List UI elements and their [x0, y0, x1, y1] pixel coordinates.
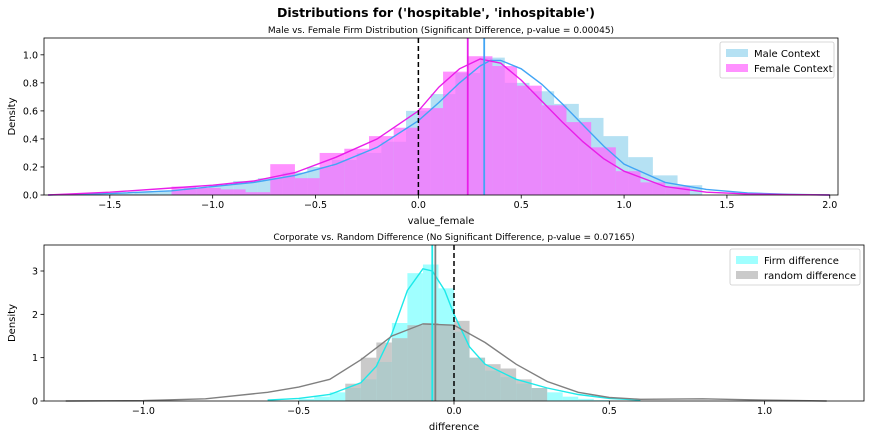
hist-bar: [220, 189, 246, 195]
hist-bar: [298, 398, 315, 401]
hist-bar: [329, 392, 346, 401]
x-tick-label: 1.5: [719, 200, 734, 211]
hist-bar: [615, 171, 641, 195]
hist-bar: [171, 186, 197, 195]
hist-bar: [369, 136, 394, 195]
x-tick-label: −1.0: [132, 406, 155, 417]
x-tick-label: −1.5: [98, 200, 121, 211]
hist-bar: [245, 192, 271, 195]
hist-bar: [393, 127, 419, 195]
figure-title: Distributions for ('hospitable', 'inhosp…: [277, 5, 595, 20]
hist-bar: [391, 338, 408, 401]
kde-curve-1: [48, 58, 830, 196]
hist-bar: [547, 392, 563, 401]
hist-bar: [492, 66, 518, 196]
hist-bar: [438, 325, 454, 401]
x-tick-label: 0.5: [602, 406, 617, 417]
hist-bar: [541, 105, 567, 195]
hist-bar: [531, 388, 548, 401]
hist-bar: [665, 186, 690, 195]
hist-bar: [516, 379, 532, 401]
kde-curve-0: [267, 268, 641, 401]
hist-bar: [562, 396, 579, 401]
y-axis-label: Density: [7, 97, 18, 135]
hist-bar: [591, 147, 616, 195]
y-tick-label: 0: [32, 397, 38, 408]
x-tick-label: 1.0: [757, 406, 772, 417]
y-tick-label: 1.0: [23, 50, 38, 61]
hist-bar: [640, 182, 666, 195]
legend-swatch: [736, 256, 758, 264]
hist-bar: [345, 383, 361, 401]
hist-bar: [485, 364, 501, 401]
legend: Male Context Female Context: [719, 41, 835, 79]
legend-swatch: [736, 271, 758, 279]
hist-bar: [134, 192, 160, 195]
x-tick-label: −0.5: [304, 200, 327, 211]
x-tick-label: 1.0: [617, 200, 632, 211]
x-tick-label: 0.5: [514, 200, 529, 211]
y-tick-label: 0.8: [23, 78, 38, 89]
series-bars-1: [171, 56, 690, 196]
hist-bar: [517, 85, 542, 195]
hist-bar: [196, 187, 221, 195]
legend: Firm difference random difference: [729, 248, 861, 286]
hist-bar: [109, 193, 135, 195]
hist-bar: [467, 56, 493, 196]
legend-label: Female Context: [754, 64, 833, 75]
legend-box: [729, 248, 861, 286]
y-tick-label: 0.4: [23, 134, 38, 145]
hist-bar: [314, 396, 330, 401]
chart-panel-top: Male vs. Female Firm Distribution (Signi…: [7, 26, 839, 227]
hist-bar: [418, 108, 444, 195]
series-bars-1: [345, 320, 548, 401]
legend-label: Male Context: [754, 49, 820, 60]
x-tick-label: −1.0: [201, 200, 224, 211]
hist-bar: [566, 122, 592, 195]
legend-swatch: [726, 64, 748, 72]
y-tick-label: 1: [32, 353, 38, 364]
x-axis-label: difference: [429, 422, 479, 433]
chart-panel-bottom: Corporate vs. Random Difference (No Sign…: [7, 233, 865, 433]
y-tick-label: 0.0: [23, 191, 38, 202]
hist-bar: [294, 178, 320, 195]
hist-bar: [360, 357, 377, 401]
y-axis-label: Density: [7, 304, 18, 342]
chart-title: Male vs. Female Firm Distribution (Signi…: [268, 26, 614, 36]
legend-box: [719, 41, 835, 79]
hist-bar: [407, 325, 423, 401]
axes-frame: [43, 37, 839, 196]
y-tick-label: 0.2: [23, 162, 38, 173]
hist-bar: [593, 400, 610, 401]
hist-bar: [454, 320, 470, 401]
legend-label: random difference: [764, 271, 856, 282]
y-tick-label: 2: [32, 310, 38, 321]
x-tick-label: 0.0: [411, 200, 426, 211]
legend-swatch: [726, 49, 748, 57]
legend-label: Firm difference: [764, 256, 839, 267]
chart-title: Corporate vs. Random Difference (No Sign…: [273, 233, 634, 243]
hist-bar: [319, 152, 345, 195]
y-tick-label: 3: [32, 267, 38, 278]
hist-bar: [443, 71, 468, 195]
hist-bar: [469, 357, 486, 401]
x-tick-label: 2.0: [822, 200, 837, 211]
y-tick-label: 0.6: [23, 106, 38, 117]
hist-bar: [500, 368, 517, 401]
hist-bar: [578, 398, 594, 401]
x-tick-label: 0.0: [446, 406, 461, 417]
x-axis-label: value_female: [408, 216, 475, 227]
x-tick-label: −0.5: [287, 406, 310, 417]
